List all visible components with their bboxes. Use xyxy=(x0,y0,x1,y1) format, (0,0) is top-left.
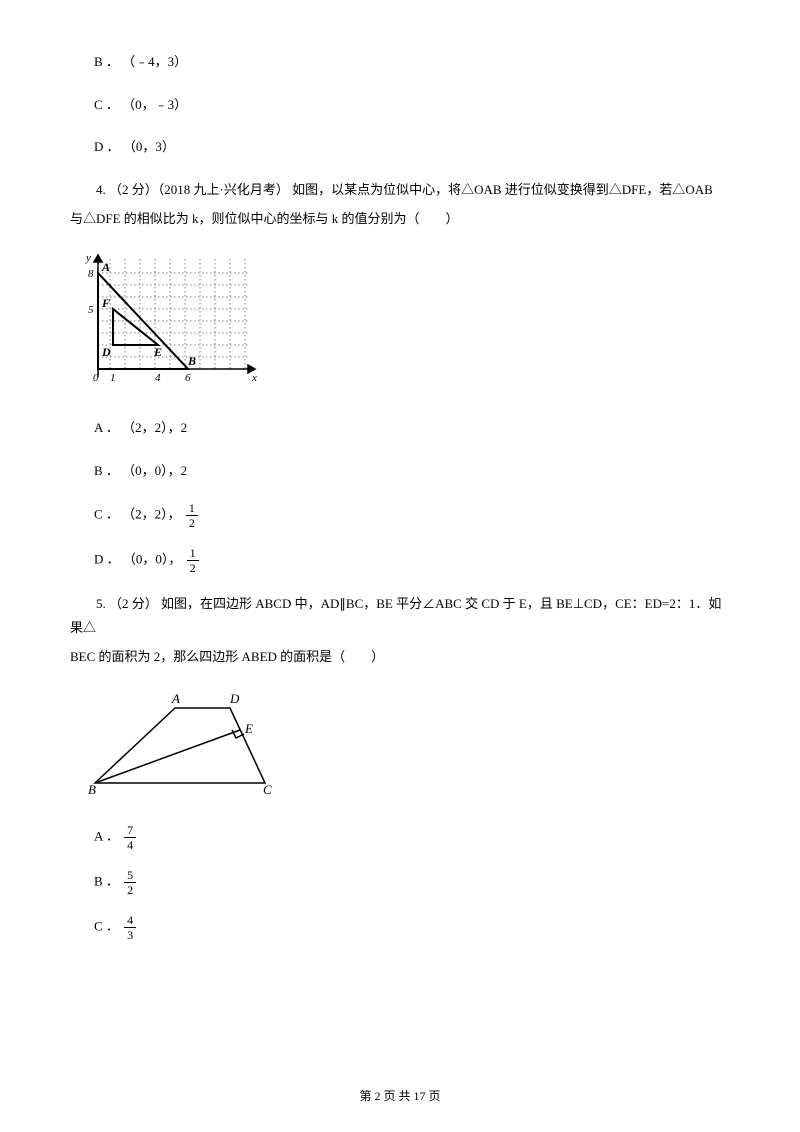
frac-den: 3 xyxy=(124,928,136,941)
q4-yaxis-label: y xyxy=(85,252,91,264)
frac-num: 1 xyxy=(186,502,198,516)
q4-option-d-frac: 1 2 xyxy=(187,547,199,574)
q3-option-c: C ． （0，﹣3） xyxy=(70,93,730,118)
frac-den: 2 xyxy=(186,516,198,529)
q4-point-a: A xyxy=(101,260,110,274)
q4-option-b: B ． （0，0），2 xyxy=(70,459,730,484)
q5-option-c: C ． 4 3 xyxy=(70,914,730,941)
q5-option-a: A ． 7 4 xyxy=(70,824,730,851)
q5-label-b: B xyxy=(88,782,96,797)
q3-option-b: B ． （﹣4，3） xyxy=(70,50,730,75)
q4-xaxis-label: x xyxy=(251,372,257,384)
q4-point-b: B xyxy=(187,354,196,368)
frac-den: 2 xyxy=(124,883,136,896)
q5-figure: A D E B C xyxy=(80,688,730,807)
q4-figure-svg: 8 5 0 1 4 6 x y A F D E B xyxy=(80,249,260,389)
q4-option-a: A ． （2，2），2 xyxy=(70,416,730,441)
q4-xlabel-0: 0 xyxy=(93,372,99,384)
frac-den: 2 xyxy=(187,561,199,574)
q5-label-e: E xyxy=(244,721,253,736)
frac-num: 4 xyxy=(124,914,136,928)
q4-option-c-prefix: C ． （2，2）， xyxy=(94,506,181,521)
frac-den: 4 xyxy=(124,838,136,851)
q5-figure-svg: A D E B C xyxy=(80,688,290,798)
frac-num: 1 xyxy=(187,547,199,561)
q4-point-e: E xyxy=(153,345,162,359)
q4-stem-line2: 与△DFE 的相似比为 k，则位似中心的坐标与 k 的值分别为（ ） xyxy=(70,207,730,232)
q5-option-b-prefix: B ． xyxy=(94,874,119,889)
q4-figure: 8 5 0 1 4 6 x y A F D E B xyxy=(80,249,730,398)
q5-stem-line1: 5. （2 分） 如图，在四边形 ABCD 中，AD∥BC，BE 平分∠ABC … xyxy=(70,592,730,641)
q4-xlabel-1: 1 xyxy=(110,372,116,384)
q5-option-c-frac: 4 3 xyxy=(124,914,136,941)
q5-option-c-prefix: C ． xyxy=(94,919,119,934)
q5-label-c: C xyxy=(263,782,272,797)
page-footer: 第 2 页 共 17 页 xyxy=(0,1085,800,1108)
q5-option-b: B ． 5 2 xyxy=(70,869,730,896)
q4-ylabel-5: 5 xyxy=(88,304,94,316)
frac-num: 7 xyxy=(124,824,136,838)
q4-ylabel-8: 8 xyxy=(88,268,94,280)
q3-option-d: D ． （0，3） xyxy=(70,135,730,160)
q4-option-c: C ． （2，2）， 1 2 xyxy=(70,502,730,529)
frac-num: 5 xyxy=(124,869,136,883)
q5-label-d: D xyxy=(229,691,240,706)
q4-point-f: F xyxy=(101,296,110,310)
q4-xlabel-6: 6 xyxy=(185,372,191,384)
q5-option-b-frac: 5 2 xyxy=(124,869,136,896)
q5-stem-line2: BEC 的面积为 2，那么四边形 ABED 的面积是（ ） xyxy=(70,645,730,670)
q4-stem-line1: 4. （2 分）（2018 九上·兴化月考） 如图，以某点为位似中心，将△OAB… xyxy=(70,178,730,203)
q4-point-d: D xyxy=(101,345,111,359)
q4-option-d: D ． （0，0）， 1 2 xyxy=(70,547,730,574)
q4-option-c-frac: 1 2 xyxy=(186,502,198,529)
q4-option-d-prefix: D ． （0，0）， xyxy=(94,551,181,566)
q5-option-a-frac: 7 4 xyxy=(124,824,136,851)
q5-label-a: A xyxy=(171,691,180,706)
q5-option-a-prefix: A ． xyxy=(94,829,119,844)
q4-xlabel-4: 4 xyxy=(155,372,161,384)
